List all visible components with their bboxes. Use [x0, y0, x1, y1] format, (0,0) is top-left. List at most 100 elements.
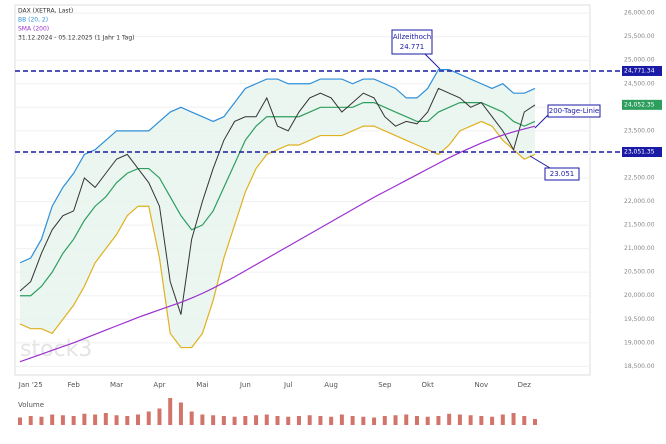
volume-bar	[382, 416, 387, 425]
x-tick-label: Dez	[518, 381, 532, 389]
volume-bar	[243, 416, 248, 425]
volume-bar	[447, 413, 452, 425]
arrow	[424, 53, 441, 70]
volume-bar	[479, 416, 484, 425]
y-tick-label: 22,000.00	[624, 198, 655, 205]
y-tick-label: 21,000.00	[624, 245, 655, 252]
series-line	[19, 125, 536, 363]
arrow	[534, 114, 549, 129]
volume-bar	[414, 416, 419, 425]
y-tick-label: 20,000.00	[624, 292, 655, 299]
volume-bar	[296, 416, 301, 425]
volume-bar	[307, 415, 312, 425]
volume-bar	[339, 414, 344, 425]
volume-bar	[146, 411, 151, 425]
volume-bar	[125, 416, 130, 425]
x-tick-label: Jun	[239, 381, 251, 389]
volume-bar	[82, 413, 87, 425]
x-tick-label: Mar	[110, 381, 123, 389]
annotation: Allzeithoch	[393, 33, 431, 41]
x-tick-label: Jul	[283, 381, 293, 389]
series-line	[19, 120, 536, 349]
volume-bar	[114, 415, 119, 425]
x-tick-label: Aug	[324, 381, 338, 389]
volume-bar	[500, 414, 505, 425]
volume-bar	[200, 414, 205, 425]
volume-bar	[533, 419, 537, 425]
volume-bar	[457, 414, 462, 425]
y-tick-label: 19,500.00	[624, 316, 655, 323]
price-tag	[622, 65, 662, 76]
volume-bar	[275, 416, 280, 425]
y-tick-label: 23,500.00	[624, 127, 655, 134]
volume-bar	[93, 414, 98, 425]
annotation-box	[391, 29, 433, 55]
y-tick-label: 21,500.00	[624, 222, 655, 229]
legend-text: BB (20, 2)	[18, 17, 48, 24]
price-tag	[622, 99, 662, 110]
volume-bar	[168, 398, 173, 425]
annotation-box	[544, 167, 580, 181]
volume-bar	[286, 416, 291, 425]
volume-bar	[254, 415, 259, 425]
volume-bar	[329, 416, 334, 425]
volume-label: Volume	[18, 401, 44, 409]
volume-bar	[372, 417, 377, 425]
annotation: 200-Tage-Linie	[549, 107, 599, 115]
annotation: 23.051	[550, 170, 575, 178]
price-tag-label: 24,052.35	[624, 101, 655, 108]
volume-bar	[178, 402, 183, 425]
x-tick-label: Nov	[475, 381, 489, 389]
volume-bar	[28, 416, 33, 425]
volume-bar	[50, 414, 55, 425]
x-tick-label: Apr	[153, 381, 165, 389]
volume-bar	[318, 416, 323, 425]
band-fill	[20, 69, 535, 348]
price-tag-label: 24,771.34	[624, 67, 655, 74]
x-tick-label: Sep	[378, 381, 392, 389]
volume-bar	[522, 416, 527, 425]
volume-bar	[189, 411, 194, 425]
volume-bar	[350, 416, 355, 425]
volume-bar	[71, 416, 76, 425]
x-tick-label: Jan '25	[18, 381, 43, 389]
volume-bar	[60, 415, 65, 425]
annotation: 24.771	[400, 43, 425, 51]
volume-bar	[18, 417, 22, 425]
series-line	[19, 87, 536, 315]
volume-bar	[393, 415, 398, 425]
volume-bar	[221, 416, 226, 425]
price-tag	[622, 146, 662, 157]
x-tick-label: Feb	[67, 381, 80, 389]
y-tick-label: 19,000.00	[624, 339, 655, 346]
y-tick-label: 24,500.00	[624, 80, 655, 87]
volume-bar	[468, 415, 473, 425]
series-line	[20, 101, 536, 297]
x-tick-label: Mai	[196, 381, 208, 389]
y-tick-label: 25,000.00	[624, 57, 655, 64]
legend-text: DAX (XETRA, Last)	[18, 8, 73, 15]
volume-bar	[425, 416, 430, 425]
legend-text: 31.12.2024 - 05.12.2025 (1 Jahr 1 Tag)	[18, 35, 135, 42]
volume-bar	[264, 414, 269, 425]
volume-bar	[136, 414, 141, 425]
legend-text: SMA (200)	[18, 26, 49, 33]
volume-bar	[361, 416, 366, 425]
y-tick-label: 22,500.00	[624, 174, 655, 181]
volume-bar	[436, 416, 441, 425]
arrow	[529, 155, 551, 169]
y-tick-label: 26,000.00	[624, 10, 655, 17]
volume-bar	[490, 416, 495, 425]
volume-bar	[39, 416, 44, 425]
price-tag-label: 23,051.35	[624, 148, 655, 155]
volume-bar	[404, 414, 409, 425]
annotation-box	[547, 104, 601, 118]
y-tick-label: 25,500.00	[624, 33, 655, 40]
y-tick-label: 18,500.00	[624, 363, 655, 370]
volume-bar	[211, 415, 216, 425]
x-tick-label: Okt	[422, 381, 435, 389]
y-tick-label: 20,500.00	[624, 269, 655, 276]
volume-bar	[511, 413, 516, 425]
volume-bar	[103, 413, 108, 425]
